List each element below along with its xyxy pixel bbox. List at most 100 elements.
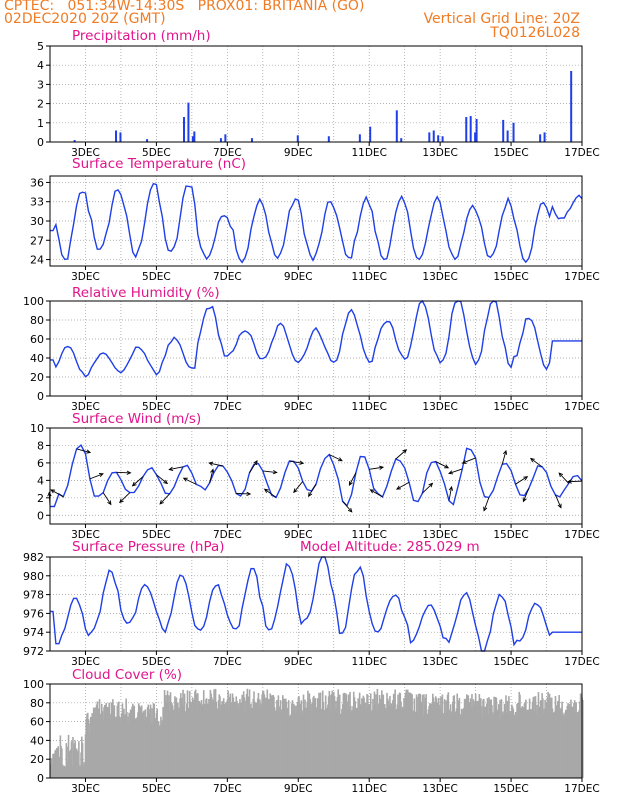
precip-bar [119,132,122,142]
precip-bar [400,138,403,142]
wind-arrow-head [347,507,353,513]
wind-arrow [76,448,91,453]
x-tick-label: 3DEC [71,401,100,413]
series-line-rh [50,299,582,378]
x-tick-label: 5DEC [142,401,171,413]
wind-arrow [369,466,384,470]
wind-arrow [435,461,449,469]
precip-bar [358,134,361,142]
wind-arrow-head [119,498,124,504]
wind-arrow [567,480,583,483]
wind-arrow [329,454,343,462]
wind-arrow [501,450,507,465]
x-tick-label: 13DEC [422,401,457,413]
y-tick-label: 2 [37,98,44,111]
y-tick-label: 80 [30,697,44,710]
wind-arrow-head [558,472,564,478]
y-tick-label: 3 [37,78,44,91]
panel-press [46,556,583,655]
wind-arrow [293,481,304,493]
y-tick-label: 40 [30,734,44,747]
panel-frame [49,683,583,779]
y-tick-label: 982 [23,551,44,564]
wind-arrow-head [523,476,529,481]
wind-arrow [132,476,144,487]
panel-title-rh: Relative Humidity (%) [72,285,220,301]
x-tick-label: 15DEC [493,401,528,413]
x-tick-label: 9DEC [284,529,313,541]
wind-arrow-head [159,499,164,505]
precip-bar [437,135,440,142]
wind-arrow-head [395,485,401,490]
y-tick-label: 33 [30,196,44,209]
wind-arrow-head [448,470,454,475]
x-tick-label: 3DEC [71,656,100,668]
wind-arrow-head [522,497,527,503]
x-tick-label: 13DEC [422,147,457,159]
x-tick-label: 17DEC [564,271,599,283]
x-tick-label: 17DEC [564,783,599,795]
wind-arrow-head [308,492,313,498]
wind-arrow-head [529,457,535,463]
panel-title-precip: Precipitation (mm/h) [72,28,211,44]
y-tick-label: 100 [23,295,44,308]
header-vertical-grid-note: Vertical Grid Line: 20Z [423,11,580,27]
y-tick-label: 20 [30,753,44,766]
wind-arrow-head [98,473,104,478]
precip-bar [183,117,185,142]
wind-arrow [522,488,530,502]
wind-arrow-head [557,503,562,509]
x-tick-label: 15DEC [493,271,528,283]
wind-arrow-head [272,470,278,475]
wind-arrow [209,462,223,467]
x-tick-label: 7DEC [213,401,242,413]
y-tick-label: 974 [23,626,44,639]
panel-frame [49,427,583,525]
x-tick-label: 11DEC [351,783,386,795]
x-tick-label: 5DEC [142,783,171,795]
x-tick-label: 11DEC [351,656,386,668]
cloud-bar [68,751,71,778]
x-tick-label: 15DEC [493,783,528,795]
panel-frame [49,45,583,143]
y-tick-label: 976 [23,607,44,620]
wind-arrow-head [208,461,214,466]
x-tick-label: 9DEC [284,147,313,159]
y-tick-label: 4 [37,474,44,487]
wind-arrow-head [50,489,56,494]
x-tick-label: 5DEC [142,147,171,159]
precip-bar [432,130,435,142]
x-tick-label: 11DEC [351,529,386,541]
precip-bar [475,118,478,142]
x-tick-label: 9DEC [284,401,313,413]
wind-arrow-head [461,459,467,464]
y-tick-label: 4 [37,59,44,72]
y-tick-label: 978 [23,589,44,602]
x-tick-label: 9DEC [284,783,313,795]
wind-arrow-head [299,460,305,465]
wind-arrow [209,469,214,484]
x-tick-label: 13DEC [422,783,457,795]
x-tick-label: 3DEC [71,271,100,283]
panel-rh [46,299,583,400]
series-line-press [50,556,582,652]
precip-bar [441,136,444,142]
wind-arrow [249,460,258,473]
precip-bar [369,126,372,142]
y-tick-label: 80 [30,314,44,327]
wind-arrow-head [348,481,353,487]
x-tick-label: 5DEC [142,529,171,541]
wind-arrow-head [246,491,252,497]
panel-title-cloud: Cloud Cover (%) [72,667,182,683]
wind-arrow [448,486,453,501]
wind-arrow-head [379,465,385,470]
cloud-bar [75,748,78,778]
header-run-date: 02DEC2020 20Z (GMT) [4,11,166,27]
x-tick-label: 7DEC [213,783,242,795]
wind-arrow-head [168,466,174,472]
panel-wind [46,427,583,528]
model-altitude-note: Model Altitude: 285.029 m [300,539,480,555]
y-tick-label: 27 [30,234,44,247]
x-tick-label: 13DEC [422,656,457,668]
